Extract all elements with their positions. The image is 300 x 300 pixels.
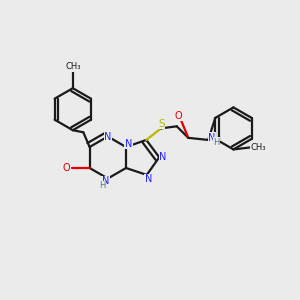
Text: H: H <box>99 182 106 190</box>
Text: CH₃: CH₃ <box>66 62 82 71</box>
Text: O: O <box>175 110 182 121</box>
Text: N: N <box>104 131 112 142</box>
Text: N: N <box>102 176 109 187</box>
Text: O: O <box>63 163 70 173</box>
Text: N: N <box>125 139 132 149</box>
Text: CH₃: CH₃ <box>250 143 266 152</box>
Text: N: N <box>159 152 166 162</box>
Text: S: S <box>158 119 165 129</box>
Text: H: H <box>214 138 220 147</box>
Text: N: N <box>145 174 152 184</box>
Text: N: N <box>208 133 215 142</box>
